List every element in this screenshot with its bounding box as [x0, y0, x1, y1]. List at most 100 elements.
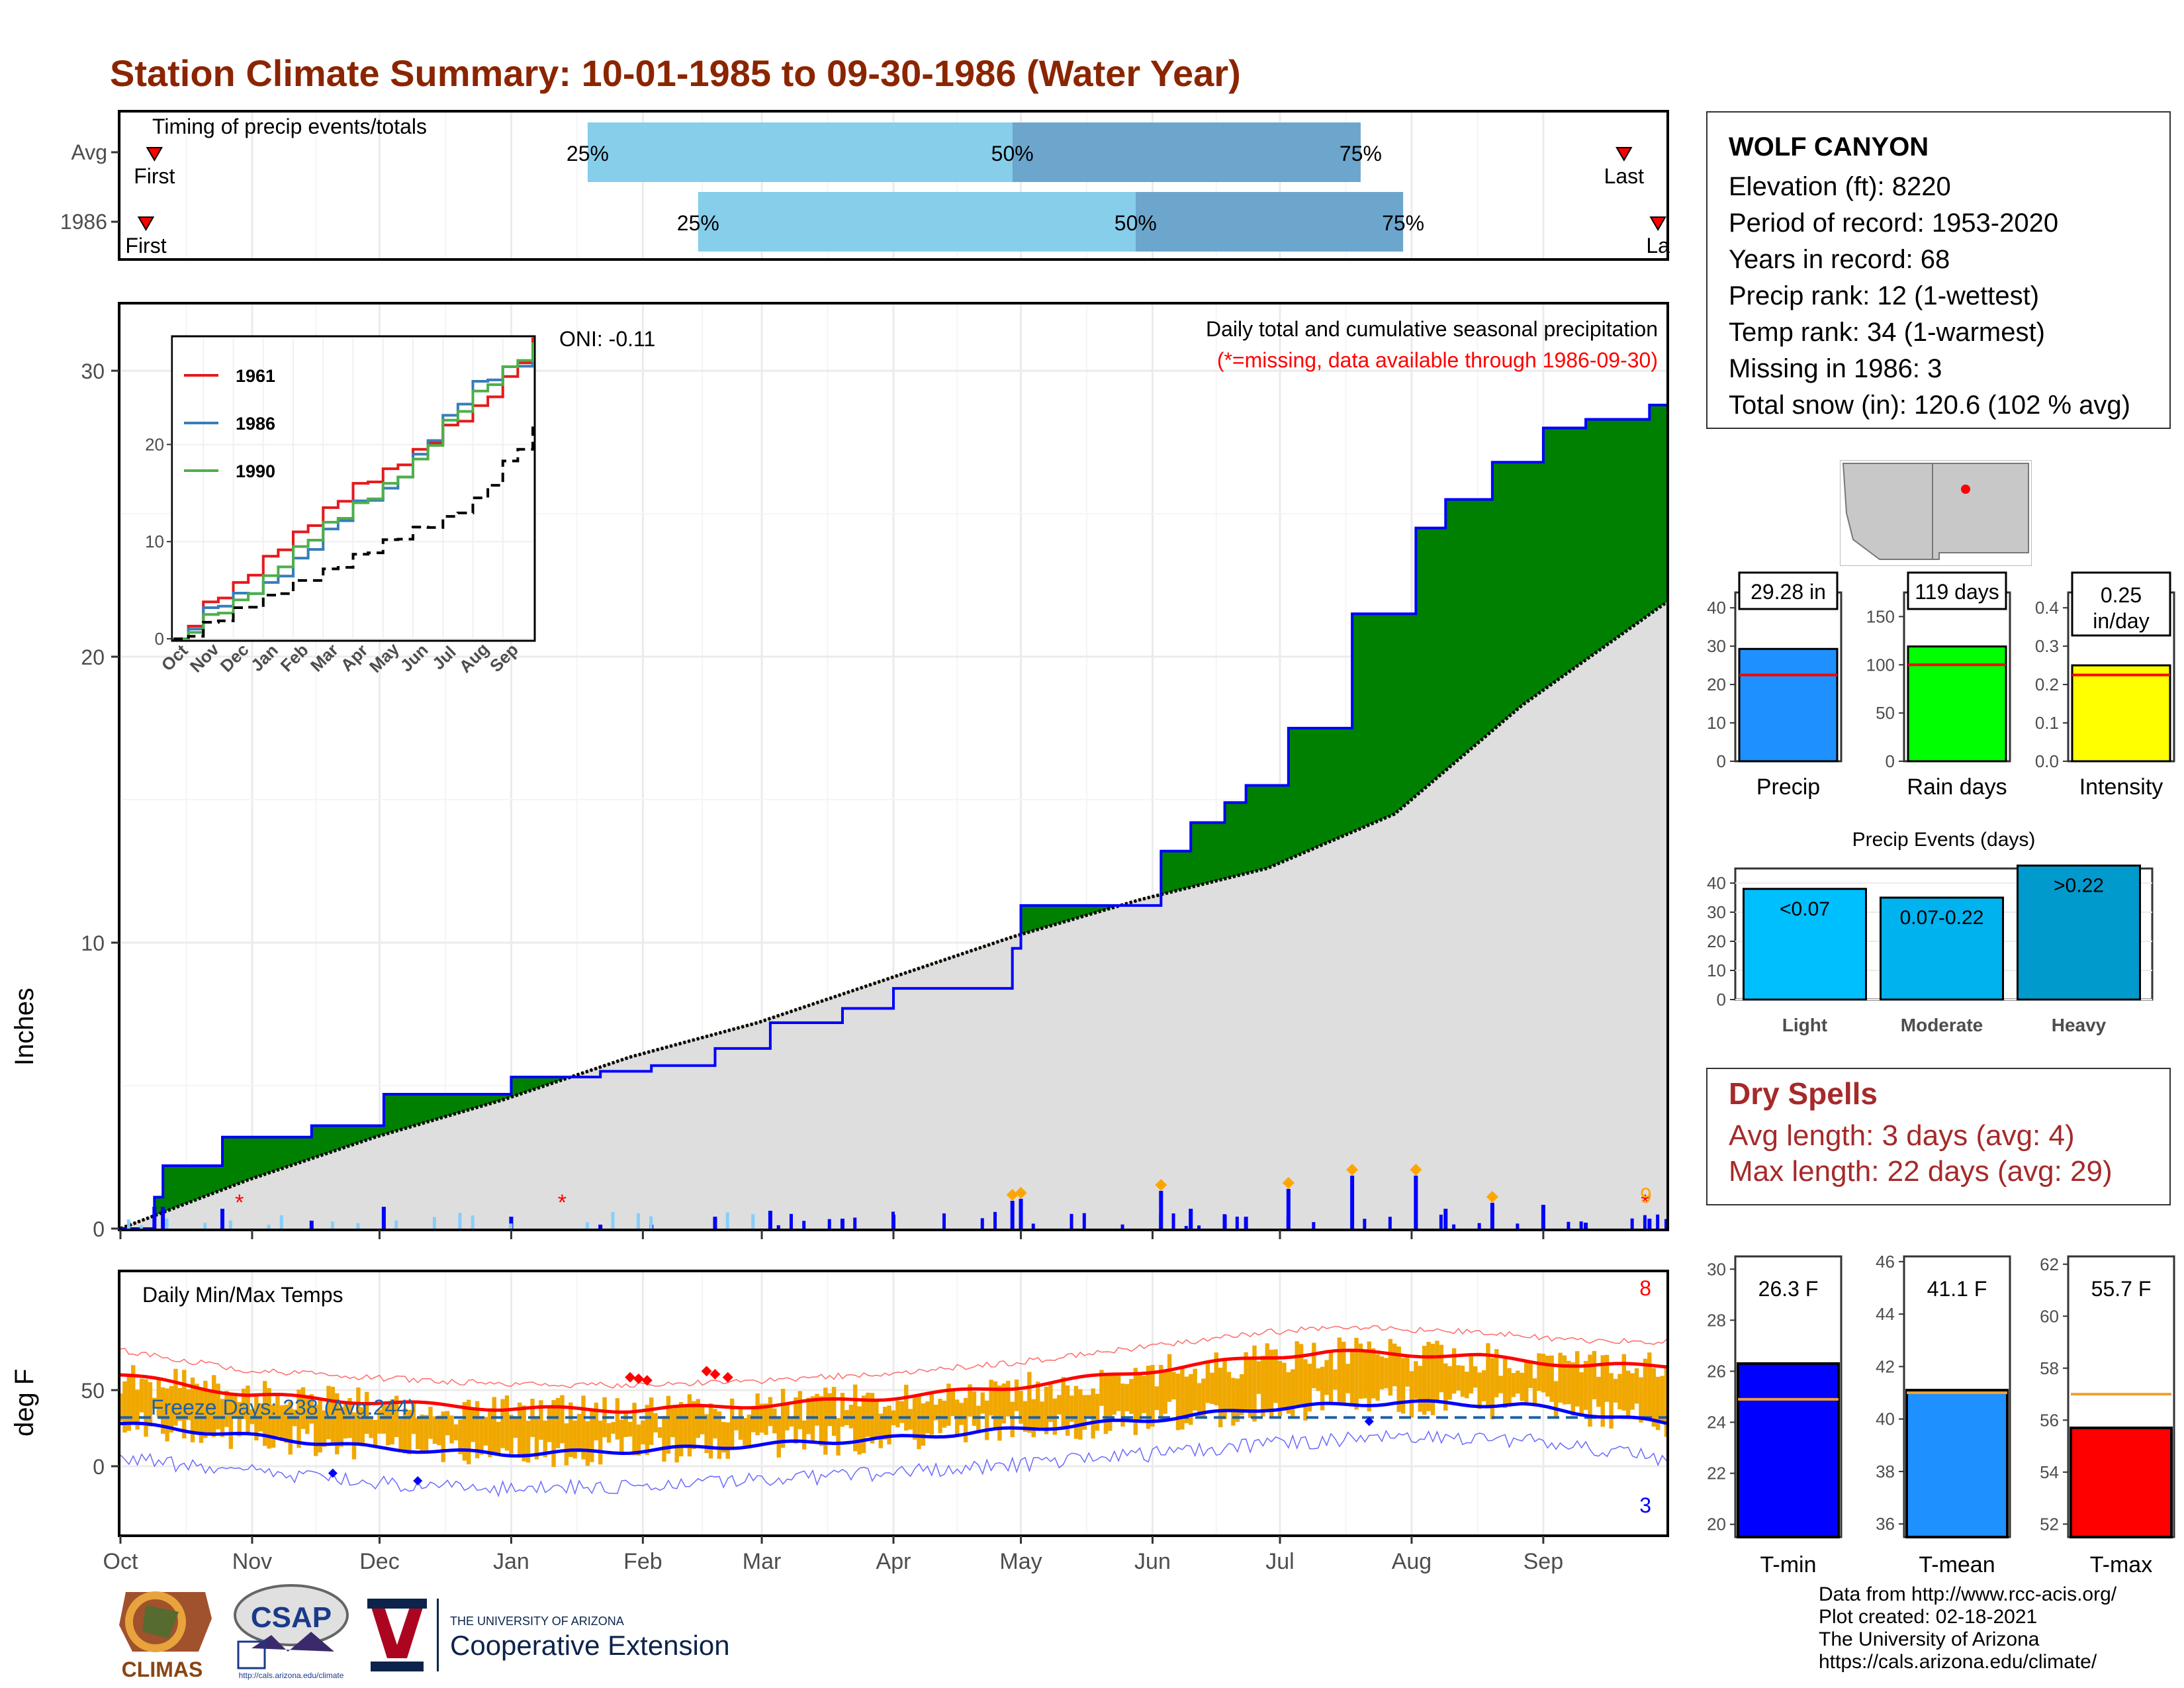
daily-temp-bar: [182, 1370, 187, 1438]
daily-temp-bar: [1265, 1343, 1269, 1409]
inset-month-label: Jul: [428, 642, 460, 674]
extreme-event-marker: [1410, 1164, 1422, 1176]
record-high-envelope: [120, 1325, 1667, 1389]
daily-temp-bar: [840, 1393, 845, 1427]
daily-temp-bar: [1214, 1352, 1218, 1406]
daily-temp-bar: [768, 1397, 773, 1427]
daily-temp-bar: [377, 1409, 382, 1434]
daily-temp-bar: [539, 1400, 543, 1440]
daily-temp-bar: [747, 1414, 752, 1447]
daily-temp-bar: [1583, 1360, 1588, 1410]
month-label-Oct: Oct: [103, 1549, 138, 1574]
csap-url: http://cals.arizona.edu/climate: [239, 1671, 344, 1680]
record-low-marker: [413, 1476, 423, 1485]
daily-precip-bar: [1477, 1223, 1481, 1229]
summary-label-Precip: Precip: [1756, 774, 1820, 800]
daily-temp-bar: [569, 1402, 573, 1458]
daily-temp-bar: [177, 1387, 183, 1421]
event-category-Heavy: Heavy: [2052, 1015, 2107, 1035]
inset-month-label: May: [365, 639, 403, 677]
daily-temp-bar: [1532, 1378, 1537, 1405]
daily-temp-bar: [449, 1415, 454, 1444]
daily-precip-bar: [1010, 1201, 1015, 1229]
station-info-box: WOLF CANYON Elevation (ft): 8220 Period …: [1706, 111, 2171, 429]
record-low-envelope: [120, 1429, 1667, 1497]
daily-temp-bar: [1082, 1395, 1087, 1430]
daily-temp-bar: [738, 1409, 743, 1440]
daily-precip-bar: [356, 1223, 360, 1229]
daily-temp-bar: [169, 1385, 174, 1433]
daily-precip-bar: [1189, 1209, 1193, 1229]
daily-temp-bar: [806, 1397, 811, 1434]
daily-temp-bar: [492, 1397, 496, 1454]
daily-temp-bar: [1124, 1383, 1130, 1411]
daily-temp-bar: [284, 1404, 289, 1443]
daily-temp-bar: [1261, 1356, 1265, 1417]
daily-temp-bar: [126, 1376, 132, 1431]
daily-temp-bar: [488, 1409, 492, 1458]
event-bar-Heavy: [2017, 865, 2141, 1001]
daily-temp-bar: [1400, 1358, 1406, 1414]
daily-temp-bar: [1613, 1378, 1618, 1403]
daily-temp-bar: [657, 1427, 662, 1438]
extreme-event-marker: [1015, 1187, 1027, 1199]
daily-temp-bar: [887, 1405, 891, 1445]
daily-temp-bar: [1567, 1360, 1571, 1405]
normal-cumulative-line: [120, 600, 1668, 1231]
period-of-record: Period of record: 1953-2020: [1729, 209, 2059, 238]
daily-temp-bar: [780, 1389, 786, 1448]
daily-temp-bar: [1108, 1373, 1113, 1431]
daily-temp-bar: [1592, 1350, 1597, 1399]
daily-temp-bar: [1367, 1341, 1371, 1412]
new-mexico-shape: [1932, 463, 2029, 560]
daily-precip-bar: [1647, 1219, 1652, 1229]
daily-temp-bar: [453, 1424, 459, 1440]
elevation: Elevation (ft): 8220: [1729, 172, 1951, 201]
record-high-marker: [701, 1366, 712, 1377]
daily-temp-bar: [1660, 1376, 1664, 1423]
dry-spells-title: Dry Spells: [1729, 1076, 1878, 1111]
dry-spells-box: Dry Spells Avg length: 3 days (avg: 4) M…: [1706, 1068, 2171, 1205]
daily-temp-bar: [156, 1380, 161, 1417]
inset-month-label: Nov: [186, 639, 223, 676]
temp-summary-bar-T-min: [1737, 1362, 1840, 1539]
daily-precip-bar: [509, 1217, 514, 1229]
daily-temp-bar: [1349, 1350, 1355, 1405]
missing-note: (*=missing, data available through 1986-…: [1217, 348, 1658, 372]
summary-ytick: 0.0: [2035, 751, 2059, 771]
daily-temp-bar: [950, 1388, 956, 1417]
daily-temp-bar: [428, 1407, 433, 1439]
timing-75-label: 75%: [1382, 211, 1424, 235]
daily-temp-bar: [815, 1393, 819, 1426]
temp-summary-ytick: 28: [1707, 1310, 1726, 1330]
daily-temp-bar: [547, 1406, 552, 1442]
daily-temp-bar: [1384, 1358, 1388, 1389]
timing-bar-50-75-Avg: [1012, 122, 1361, 182]
timing-bar-25-50-Avg: [587, 122, 1013, 182]
inset-line-1990: [173, 342, 534, 640]
daily-temp-bar: [764, 1403, 768, 1435]
csap-logo: CSAP http://cals.arizona.edu/climate: [234, 1584, 349, 1680]
daily-temp-bar: [866, 1392, 870, 1437]
temp-summary-label-T-max: T-max: [2090, 1552, 2152, 1577]
temp-summary-ytick: 54: [2040, 1462, 2059, 1482]
daily-precip-bar: [1490, 1203, 1494, 1229]
university-of-arizona-logo: THE UNIVERSITY OF ARIZONA Cooperative Ex…: [367, 1599, 730, 1671]
summary-ytick: 40: [1707, 598, 1726, 618]
daily-temp-bar: [751, 1407, 756, 1432]
inset-month-label: Sep: [486, 639, 522, 676]
daily-temp-bar: [1023, 1401, 1028, 1432]
daily-precip-bar: [509, 1223, 513, 1229]
temp-summary-ytick: 52: [2040, 1514, 2059, 1534]
daily-temp-bar: [1167, 1354, 1172, 1402]
daily-temp-bar: [343, 1403, 348, 1439]
daily-temp-bar: [224, 1391, 229, 1427]
inset-month-label: Apr: [337, 640, 372, 675]
daily-temp-bar: [581, 1395, 586, 1460]
daily-temp-bar: [997, 1385, 1002, 1441]
daily-temp-bar: [908, 1409, 913, 1430]
daily-temp-bar: [1524, 1360, 1529, 1403]
summary-value-box: [2071, 571, 2171, 637]
record-high-marker: [722, 1372, 733, 1383]
daily-precip-bar: [1567, 1221, 1570, 1229]
